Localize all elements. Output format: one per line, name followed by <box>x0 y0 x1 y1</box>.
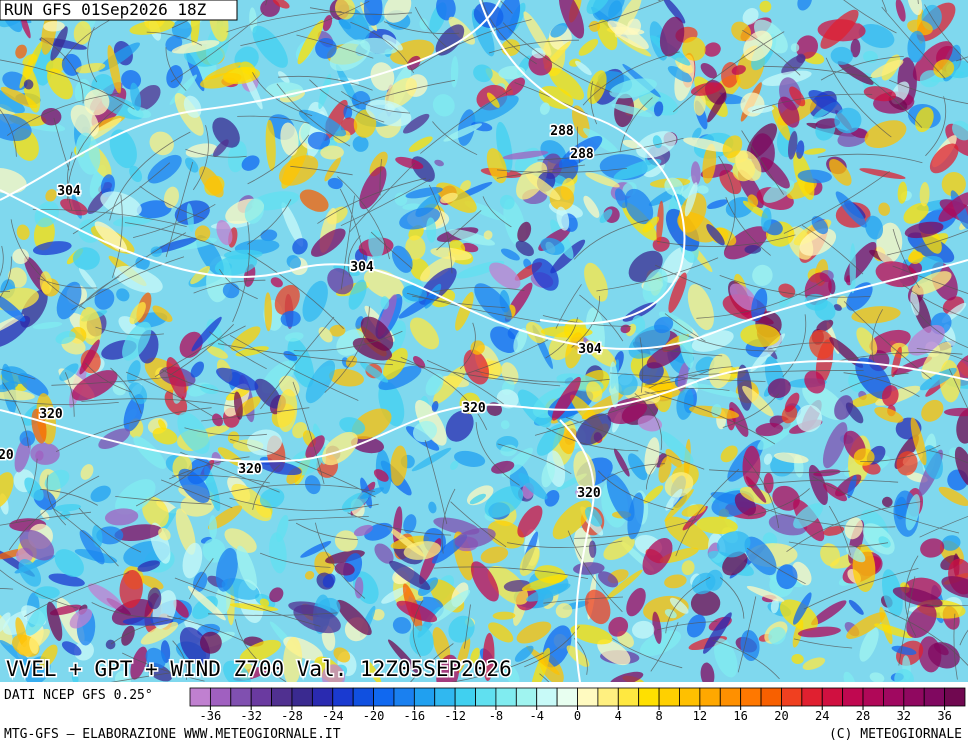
colorbar-swatch <box>374 688 394 706</box>
contour-label: 320 <box>238 462 262 477</box>
contour-label: 320 <box>0 448 14 463</box>
colorbar-swatch <box>843 688 863 706</box>
colorbar-tick-label: -28 <box>281 709 303 723</box>
colorbar-tick-label: -12 <box>444 709 466 723</box>
colorbar-tick-label: -20 <box>363 709 385 723</box>
contour-label: 304 <box>350 260 374 275</box>
colorbar-swatch <box>802 688 822 706</box>
colorbar-swatch <box>496 688 516 706</box>
colorbar-tick-label: 36 <box>937 709 951 723</box>
colorbar-swatch <box>516 688 536 706</box>
map-title: VVEL + GPT + WIND Z700 Val. 12Z05SEP2026 <box>6 657 512 681</box>
vvel-cell <box>854 448 875 465</box>
colorbar-swatch <box>720 688 740 706</box>
colorbar-swatch <box>251 688 271 706</box>
colorbar-tick-label: 16 <box>733 709 747 723</box>
colorbar-swatch <box>312 688 332 706</box>
colorbar-swatch <box>761 688 781 706</box>
colorbar-tick-label: -32 <box>240 709 262 723</box>
contour-label: 304 <box>57 184 81 199</box>
run-label: RUN GFS 01Sep2026 18Z <box>4 0 207 19</box>
colorbar-swatch <box>414 688 434 706</box>
colorbar-swatch <box>455 688 475 706</box>
colorbar-swatch <box>394 688 414 706</box>
colorbar-swatch <box>333 688 353 706</box>
credit-right: (C) METEOGIORNALE <box>829 727 962 742</box>
colorbar-tick-label: -24 <box>322 709 344 723</box>
colorbar-tick-label: 32 <box>897 709 911 723</box>
source-label: DATI NCEP GFS 0.25° <box>4 688 153 703</box>
credit-left: MTG-GFS – ELABORAZIONE WWW.METEOGIORNALE… <box>4 727 341 742</box>
colorbar-swatch <box>700 688 720 706</box>
colorbar-swatch <box>741 688 761 706</box>
colorbar-swatch <box>863 688 883 706</box>
streamline <box>540 674 576 745</box>
colorbar-swatch <box>353 688 373 706</box>
colorbar-swatch <box>537 688 557 706</box>
colorbar-tick-label: 12 <box>693 709 707 723</box>
colorbar-swatch <box>945 688 965 706</box>
colorbar-tick-label: 4 <box>615 709 622 723</box>
colorbar-swatch <box>822 688 842 706</box>
colorbar-swatch <box>272 688 292 706</box>
colorbar-swatch <box>476 688 496 706</box>
colorbar-swatch <box>435 688 455 706</box>
colorbar-swatch <box>883 688 903 706</box>
colorbar-swatch <box>210 688 230 706</box>
colorbar-swatch <box>190 688 210 706</box>
colorbar-swatch <box>598 688 618 706</box>
colorbar-swatch <box>781 688 801 706</box>
contour-label: 320 <box>577 486 601 501</box>
colorbar-tick-label: -4 <box>529 709 543 723</box>
colorbar-swatch <box>659 688 679 706</box>
contour-label: 320 <box>39 407 63 422</box>
colorbar: -36 -32 -28 -24 -20 -16 -12 -8 -4 0 4 8 12 16 20 24 28 32… <box>190 688 965 723</box>
colorbar-swatch <box>639 688 659 706</box>
colorbar-tick-label: 20 <box>774 709 788 723</box>
colorbar-swatch <box>231 688 251 706</box>
colorbar-tick-label: 8 <box>655 709 662 723</box>
colorbar-tick-label: -36 <box>200 709 222 723</box>
colorbar-swatch <box>292 688 312 706</box>
colorbar-swatch <box>618 688 638 706</box>
colorbar-swatch <box>557 688 577 706</box>
colorbar-swatch <box>578 688 598 706</box>
contour-label: 288 <box>570 147 594 162</box>
colorbar-tick-label: -16 <box>403 709 425 723</box>
colorbar-tick-label: -8 <box>489 709 503 723</box>
colorbar-tick-label: 28 <box>856 709 870 723</box>
contour-label: 288 <box>550 124 574 139</box>
contour-label: 304 <box>578 342 602 357</box>
vvel-cell <box>850 243 856 293</box>
colorbar-tick-label: 0 <box>574 709 581 723</box>
contour-label: 320 <box>462 401 486 416</box>
colorbar-swatch <box>924 688 944 706</box>
colorbar-swatch <box>904 688 924 706</box>
colorbar-tick-label: 24 <box>815 709 829 723</box>
colorbar-swatch <box>679 688 699 706</box>
